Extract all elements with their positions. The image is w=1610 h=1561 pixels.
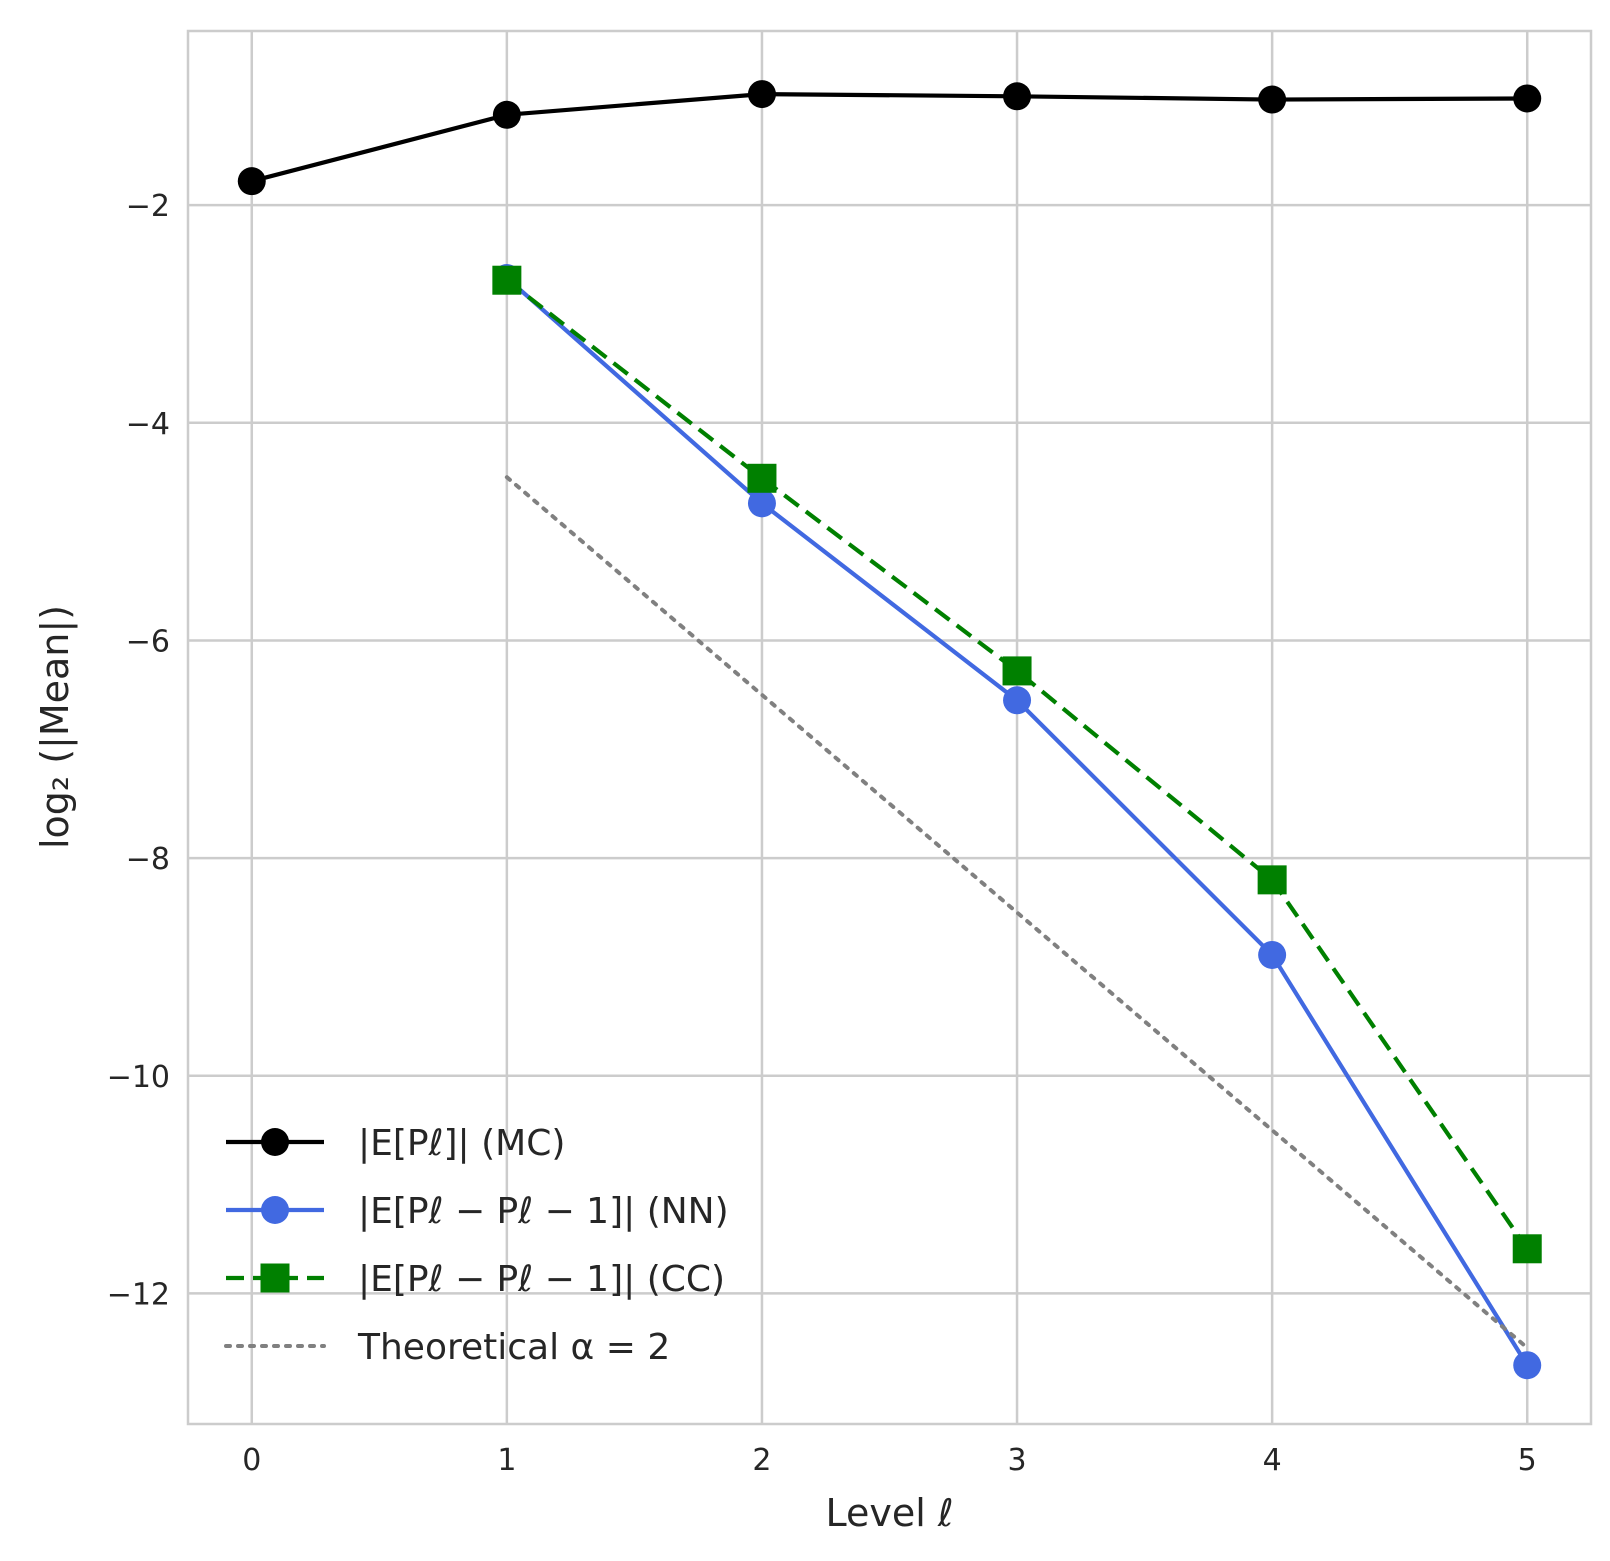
legend-marker [261,1196,289,1224]
series-line [251,92,1528,184]
legend: |E[Pℓ]| (MC) |E[Pℓ − Pℓ − 1]| (NN) |E[Pℓ −… [224,1123,729,1368]
plot-background [188,31,1591,1424]
legend-item: |E[Pℓ − Pℓ − 1]| (NN) [226,1191,729,1232]
data-point [1003,686,1032,715]
x-tick-label: 2 [752,1443,771,1478]
series-line [505,278,1529,1250]
data-point [1003,82,1032,111]
data-point [747,489,776,518]
data-point [1258,940,1287,969]
series-layer [237,80,1542,1380]
y-tick-label: −2 [126,189,170,224]
legend-label: |E[Pℓ − Pℓ − 1]| (NN) [358,1191,729,1232]
legend-item: |E[Pℓ − Pℓ − 1]| (CC) [226,1259,725,1300]
x-tick-label: 1 [497,1443,516,1478]
legend-marker [260,1263,290,1293]
x-tick-label: 0 [242,1443,261,1478]
y-tick-label: −12 [107,1277,170,1312]
data-point [1513,84,1542,113]
series-0 [237,80,1542,196]
plot-frame [186,29,1593,1426]
y-tick-label: −10 [107,1060,170,1095]
legend-item: |E[Pℓ]| (MC) [226,1123,565,1164]
series-1 [492,264,1542,1380]
y-tick-label: −8 [126,842,170,877]
legend-label: |E[Pℓ − Pℓ − 1]| (CC) [358,1259,725,1300]
data-point [1257,865,1287,895]
data-point [747,80,776,109]
data-point [1258,85,1287,114]
legend-label: Theoretical α = 2 [357,1327,670,1368]
x-tick-label: 5 [1518,1443,1537,1478]
series-2 [492,265,1542,1264]
y-tick-label: −4 [126,407,170,442]
y-axis-label: log₂ (|Mean|) [33,605,78,849]
data-point [237,167,266,196]
y-axis-label-text: log₂ (|Mean|) [33,605,78,849]
x-axis-label: Level ℓ [825,1491,953,1535]
x-tick-label: 3 [1007,1443,1026,1478]
data-point [1002,656,1032,686]
grid [188,31,1591,1424]
data-point [1512,1234,1542,1264]
y-tick-label: −6 [126,624,170,659]
data-point [492,265,522,295]
x-axis-label-text: Level ℓ [825,1491,953,1535]
x-tick-label: 4 [1263,1443,1282,1478]
data-point [1513,1351,1542,1380]
data-point [747,463,777,493]
y-tick-labels: −2 −4 −6 −8 −10 −12 [107,189,170,1312]
x-tick-labels: 0 1 2 3 4 5 [242,1443,1537,1478]
legend-item: Theoretical α = 2 [224,1327,670,1368]
series-line [504,475,1530,1350]
legend-marker [261,1128,289,1156]
series-3 [504,475,1530,1350]
data-point [492,100,521,129]
legend-label: |E[Pℓ]| (MC) [358,1123,565,1164]
